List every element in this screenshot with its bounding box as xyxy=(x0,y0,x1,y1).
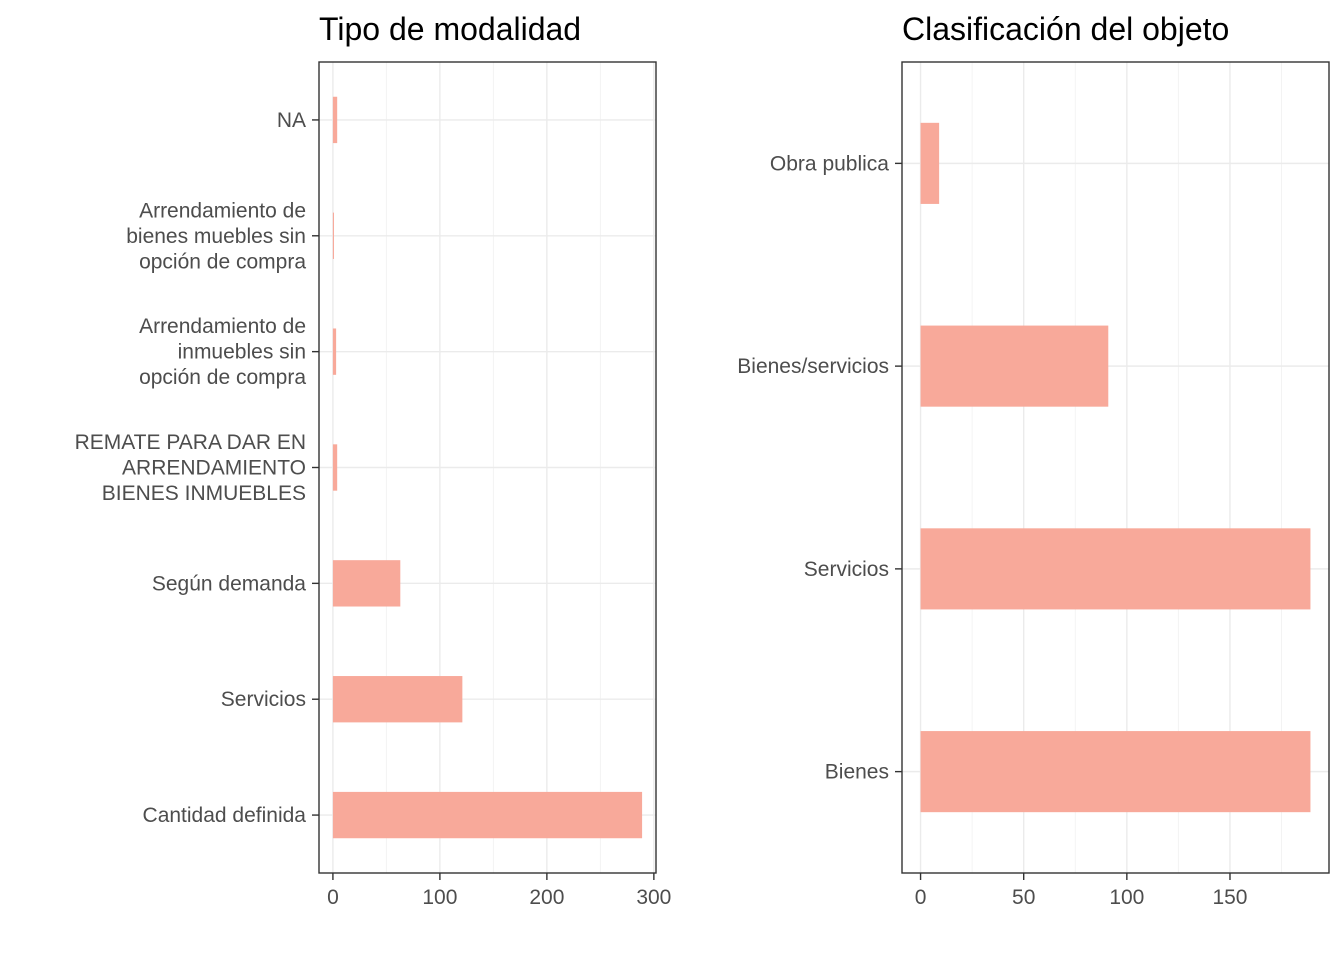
bar xyxy=(332,96,338,144)
bar xyxy=(920,122,940,204)
y-tick-label: Arrendamiento de bienes muebles sin opción… xyxy=(126,199,306,273)
y-tick-label: REMATE PARA DAR EN ARRENDAMIENTO BIENES IN… xyxy=(75,431,306,505)
y-tick-label: Servicios xyxy=(221,688,306,711)
x-tick-label: 300 xyxy=(636,886,671,909)
y-tick-label: Obra publica xyxy=(770,152,889,175)
bar xyxy=(332,444,338,491)
chart-title: Clasificación del objeto xyxy=(902,11,1229,47)
bar xyxy=(332,791,643,839)
bar xyxy=(920,325,1109,407)
bar xyxy=(920,528,1311,610)
x-tick-label: 0 xyxy=(327,886,339,909)
y-tick-label: Según demanda xyxy=(152,572,306,595)
x-tick-label: 200 xyxy=(529,886,564,909)
y-tick-label: Servicios xyxy=(804,558,889,581)
x-tick-label: 0 xyxy=(915,886,927,909)
x-tick-label: 150 xyxy=(1212,886,1247,909)
panel-border xyxy=(901,61,1330,874)
y-tick-label: Bienes xyxy=(825,761,889,784)
bar xyxy=(332,212,334,259)
bar xyxy=(332,676,463,723)
x-tick-label: 100 xyxy=(422,886,457,909)
bar xyxy=(332,328,337,375)
y-tick-label: Arrendamiento de inmuebles sin opción de c… xyxy=(139,315,306,389)
bar xyxy=(332,560,401,607)
x-tick-label: 100 xyxy=(1109,886,1144,909)
y-tick-label: NA xyxy=(277,109,306,132)
chart-title: Tipo de modalidad xyxy=(319,11,581,47)
y-tick-label: Cantidad definida xyxy=(143,804,307,827)
chart-panel-tipo-de-modalidad: Tipo de modalidad NA Arrendamiento de biene… xyxy=(75,11,672,909)
x-tick-label: 50 xyxy=(1012,886,1035,909)
bar xyxy=(920,731,1311,813)
chart-panel-clasificacion-del-objeto: Clasificación del objeto Obra publica Bien… xyxy=(737,11,1330,909)
y-tick-label: Bienes/servicios xyxy=(737,355,889,378)
